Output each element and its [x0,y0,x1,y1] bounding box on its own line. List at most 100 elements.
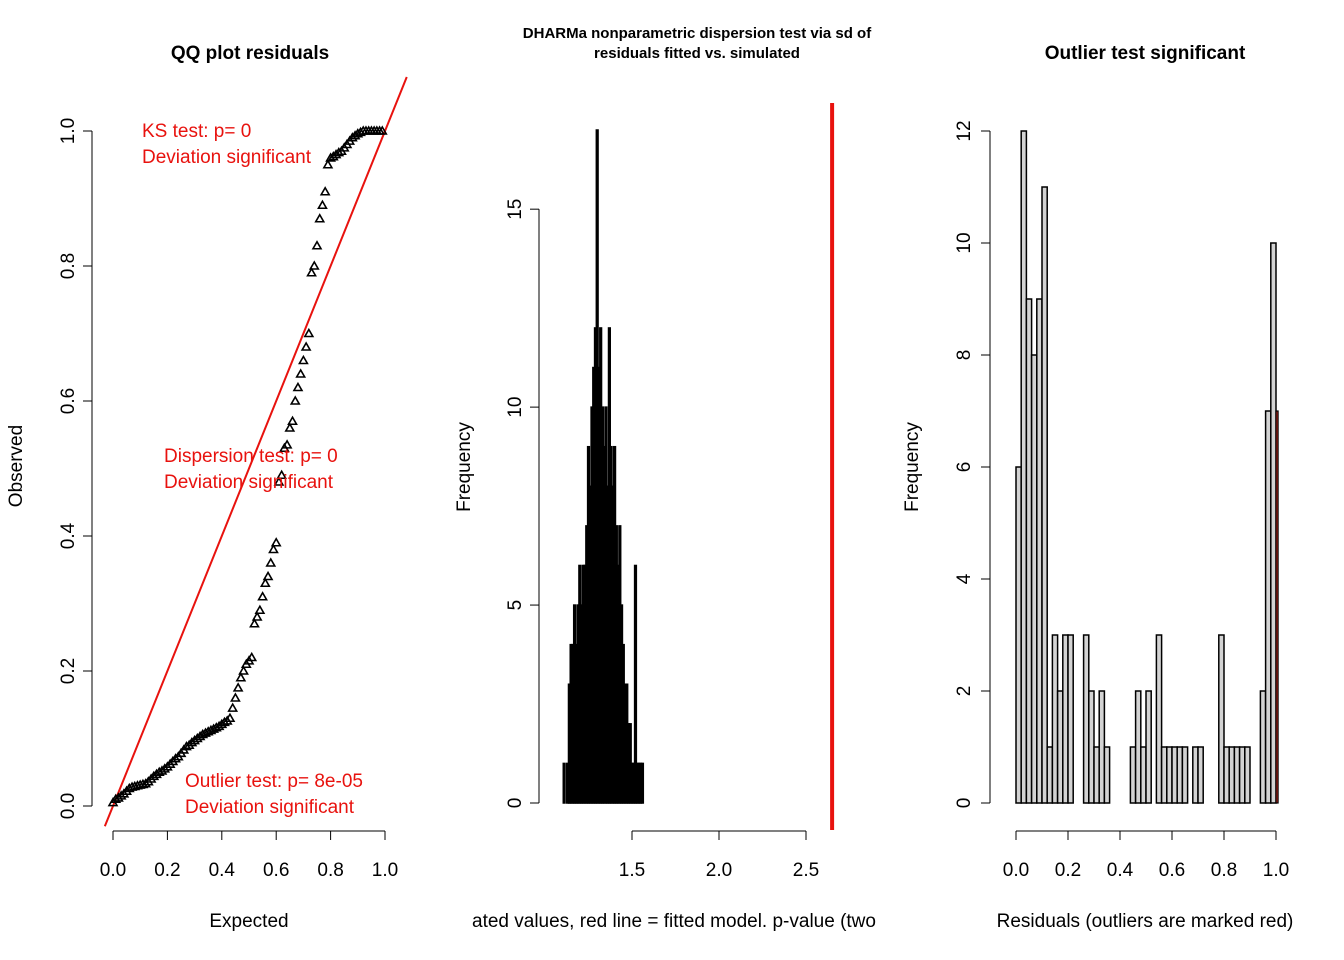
qq-x-axis-label: Expected [209,911,288,932]
dispersion-y-tick-label: 10 [505,397,526,418]
residual-bar [1088,690,1095,804]
residual-bar [1129,746,1137,804]
qq-point [308,260,320,270]
dispersion-x-axis-label: ated values, red line = fitted model. p-… [472,911,876,932]
residual-bar [1160,746,1168,804]
dispersion-x-label-clip: ated values, red line = fitted model. p-… [472,911,876,932]
residual-x-tick-label: 0.6 [1159,860,1185,881]
qq-x-tick-label: 0.6 [263,860,289,881]
residual-y-tick-label: 6 [954,462,975,473]
residual-bar [1192,746,1199,804]
residual-bar [1030,354,1038,804]
residual-x-tick-label: 0.0 [1003,860,1029,881]
qq-point [265,557,277,567]
qq-point [300,341,312,351]
residual-y-tick-label: 0 [954,798,975,809]
residual-bar [1046,746,1054,804]
qq-point [170,753,181,763]
residual-bar [1067,634,1074,804]
dispersion-test-panel: DHARMa nonparametric dispersion test via… [454,25,876,932]
dispersion-bar [633,564,638,804]
residual-bar [1134,690,1142,804]
qq-y-tick-label: 0.2 [58,658,79,684]
qq-x-tick-label: 0.0 [100,860,126,881]
residual-bar [1259,690,1267,804]
qq-x-tick-label: 0.2 [154,860,180,881]
residual-bar [1270,242,1277,804]
dispersion-title-line2: residuals fitted vs. simulated [594,45,800,62]
qq-plot-title: QQ plot residuals [171,43,329,64]
qq-plot-panel: QQ plot residuals 0.0 0.2 0.4 0.6 0.8 1.0 0.0… [6,43,408,932]
qq-points [107,125,388,807]
residual-bar [1056,690,1064,804]
dispersion-x-axis: 1.5 2.0 2.5 [619,830,819,881]
residual-bar [1197,746,1204,804]
dispersion-y-tick-label: 5 [505,600,526,611]
qq-point [254,604,266,615]
qq-point [162,761,173,771]
qq-point [322,159,334,169]
qq-point [289,395,301,405]
residual-y-tick-label: 12 [954,120,975,141]
residual-y-axis: 0 2 4 6 8 10 12 [954,120,991,809]
qq-point [376,125,388,135]
outlier-bar [1275,410,1279,804]
residual-bar [1145,690,1152,804]
qq-y-tick-label: 0.6 [58,388,79,414]
dispersion-x-tick-label: 2.0 [706,860,732,881]
qq-point [251,611,263,621]
qq-point [273,476,285,486]
qq-point [319,186,331,196]
residual-bar [1228,746,1236,804]
residual-bar [1041,186,1048,804]
residual-bar [1093,746,1100,804]
residual-bar [1062,634,1069,804]
qq-point [159,763,171,773]
ks-test-annotation: KS test: p= 0 Deviation significant [142,121,312,168]
residual-bar [1155,634,1163,804]
outlier-test-annotation: Outlier test: p= 8e-05 Deviation signifi… [185,771,363,818]
residual-y-tick-label: 4 [954,573,975,584]
residual-bar [1223,746,1230,804]
qq-point [333,146,345,157]
residual-bar [1036,298,1043,804]
residual-x-tick-label: 0.4 [1107,860,1134,881]
dispersion-test-line1: Dispersion test: p= 0 [164,446,338,467]
qq-point [292,381,304,392]
residual-y-tick-label: 2 [954,686,975,697]
qq-x-tick-label: 0.4 [209,860,236,881]
residual-bar [1176,746,1184,804]
residual-bar [1166,746,1173,804]
residual-x-axis-label: Residuals (outliers are marked red) [997,911,1294,932]
qq-point [287,415,298,426]
residual-bar [1264,410,1272,804]
residual-bar [1140,746,1147,804]
residual-x-axis: 0.0 0.2 0.4 0.6 0.8 1.0 [1003,830,1289,881]
qq-point [140,778,152,788]
qq-point [303,327,315,338]
ks-test-line2: Deviation significant [142,147,312,168]
qq-point [249,618,260,628]
qq-point [246,651,258,662]
qq-y-tick-label: 0.8 [58,253,79,279]
qq-x-tick-label: 1.0 [372,860,398,881]
dispersion-y-axis: 0 5 10 15 [505,199,540,808]
qq-point [262,570,274,581]
residual-bar [1015,466,1022,804]
qq-point [227,702,239,712]
dispersion-y-axis-label: Frequency [454,422,475,512]
qq-point [295,368,307,378]
qq-point [270,537,282,547]
residual-y-tick-label: 10 [954,232,975,253]
qq-y-tick-label: 1.0 [58,118,79,144]
dispersion-test-line2: Deviation significant [164,472,334,493]
ks-test-line1: KS test: p= 0 [142,121,251,142]
dispersion-y-tick-label: 15 [505,199,526,220]
residual-bar [1025,298,1033,804]
residual-x-tick-label: 0.8 [1211,860,1237,881]
qq-point [115,790,127,800]
residual-x-tick-label: 1.0 [1263,860,1289,881]
qq-y-tick-label: 0.0 [58,793,79,819]
residual-bar [1238,746,1246,804]
qq-point [259,577,271,588]
